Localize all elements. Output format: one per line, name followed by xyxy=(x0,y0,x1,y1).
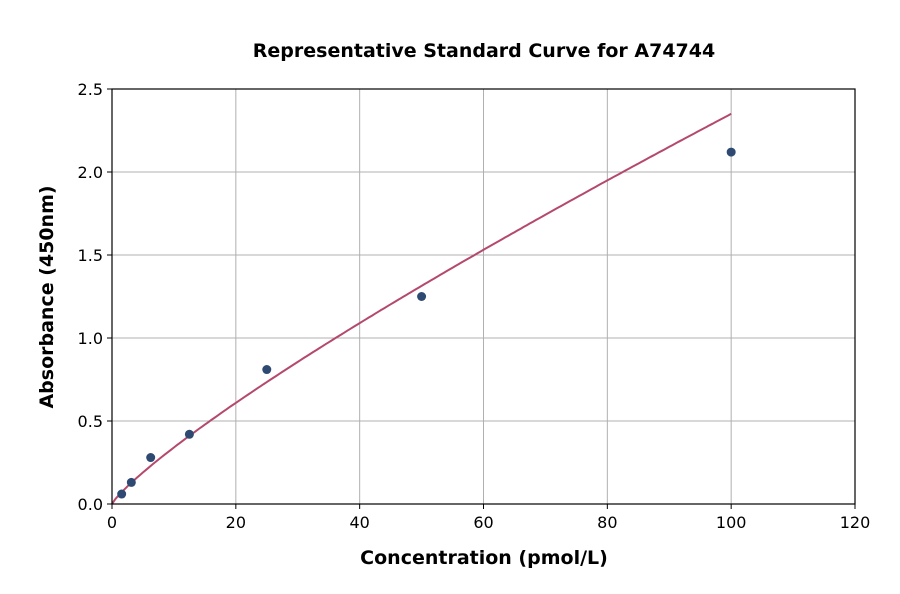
x-tick-label: 40 xyxy=(349,513,369,532)
data-point xyxy=(146,453,156,463)
x-tick-label: 0 xyxy=(107,513,117,532)
y-tick-label: 1.0 xyxy=(78,329,103,348)
fit-curve xyxy=(111,112,732,505)
grid xyxy=(111,88,856,505)
data-point xyxy=(184,429,194,439)
y-axis: 0.0 0.5 1.0 1.5 2.0 2.5 xyxy=(78,80,112,514)
y-tick-label: 2.0 xyxy=(78,163,103,182)
points-group xyxy=(117,147,736,499)
y-tick-label: 0.5 xyxy=(78,412,103,431)
x-tick-label: 20 xyxy=(226,513,246,532)
y-tick-label: 1.5 xyxy=(78,246,103,265)
data-point xyxy=(417,292,427,301)
y-tick-label: 2.5 xyxy=(78,80,103,99)
data-point xyxy=(262,365,272,375)
data-point xyxy=(126,477,136,487)
x-axis: 0 20 40 60 80 100 120 xyxy=(107,504,870,532)
x-tick-label: 60 xyxy=(473,513,493,532)
y-tick-label: 0.0 xyxy=(78,495,103,514)
y-axis-label: Absorbance (450nm) xyxy=(36,185,58,408)
x-tick-label: 80 xyxy=(597,513,617,532)
fit-curve-group xyxy=(111,112,732,505)
data-point xyxy=(117,489,127,499)
x-axis-label: Concentration (pmol/L) xyxy=(360,547,608,569)
x-tick-label: 100 xyxy=(716,513,747,532)
data-point xyxy=(726,147,736,157)
x-tick-label: 120 xyxy=(840,513,871,532)
chart-title: Representative Standard Curve for A74744 xyxy=(253,40,715,62)
